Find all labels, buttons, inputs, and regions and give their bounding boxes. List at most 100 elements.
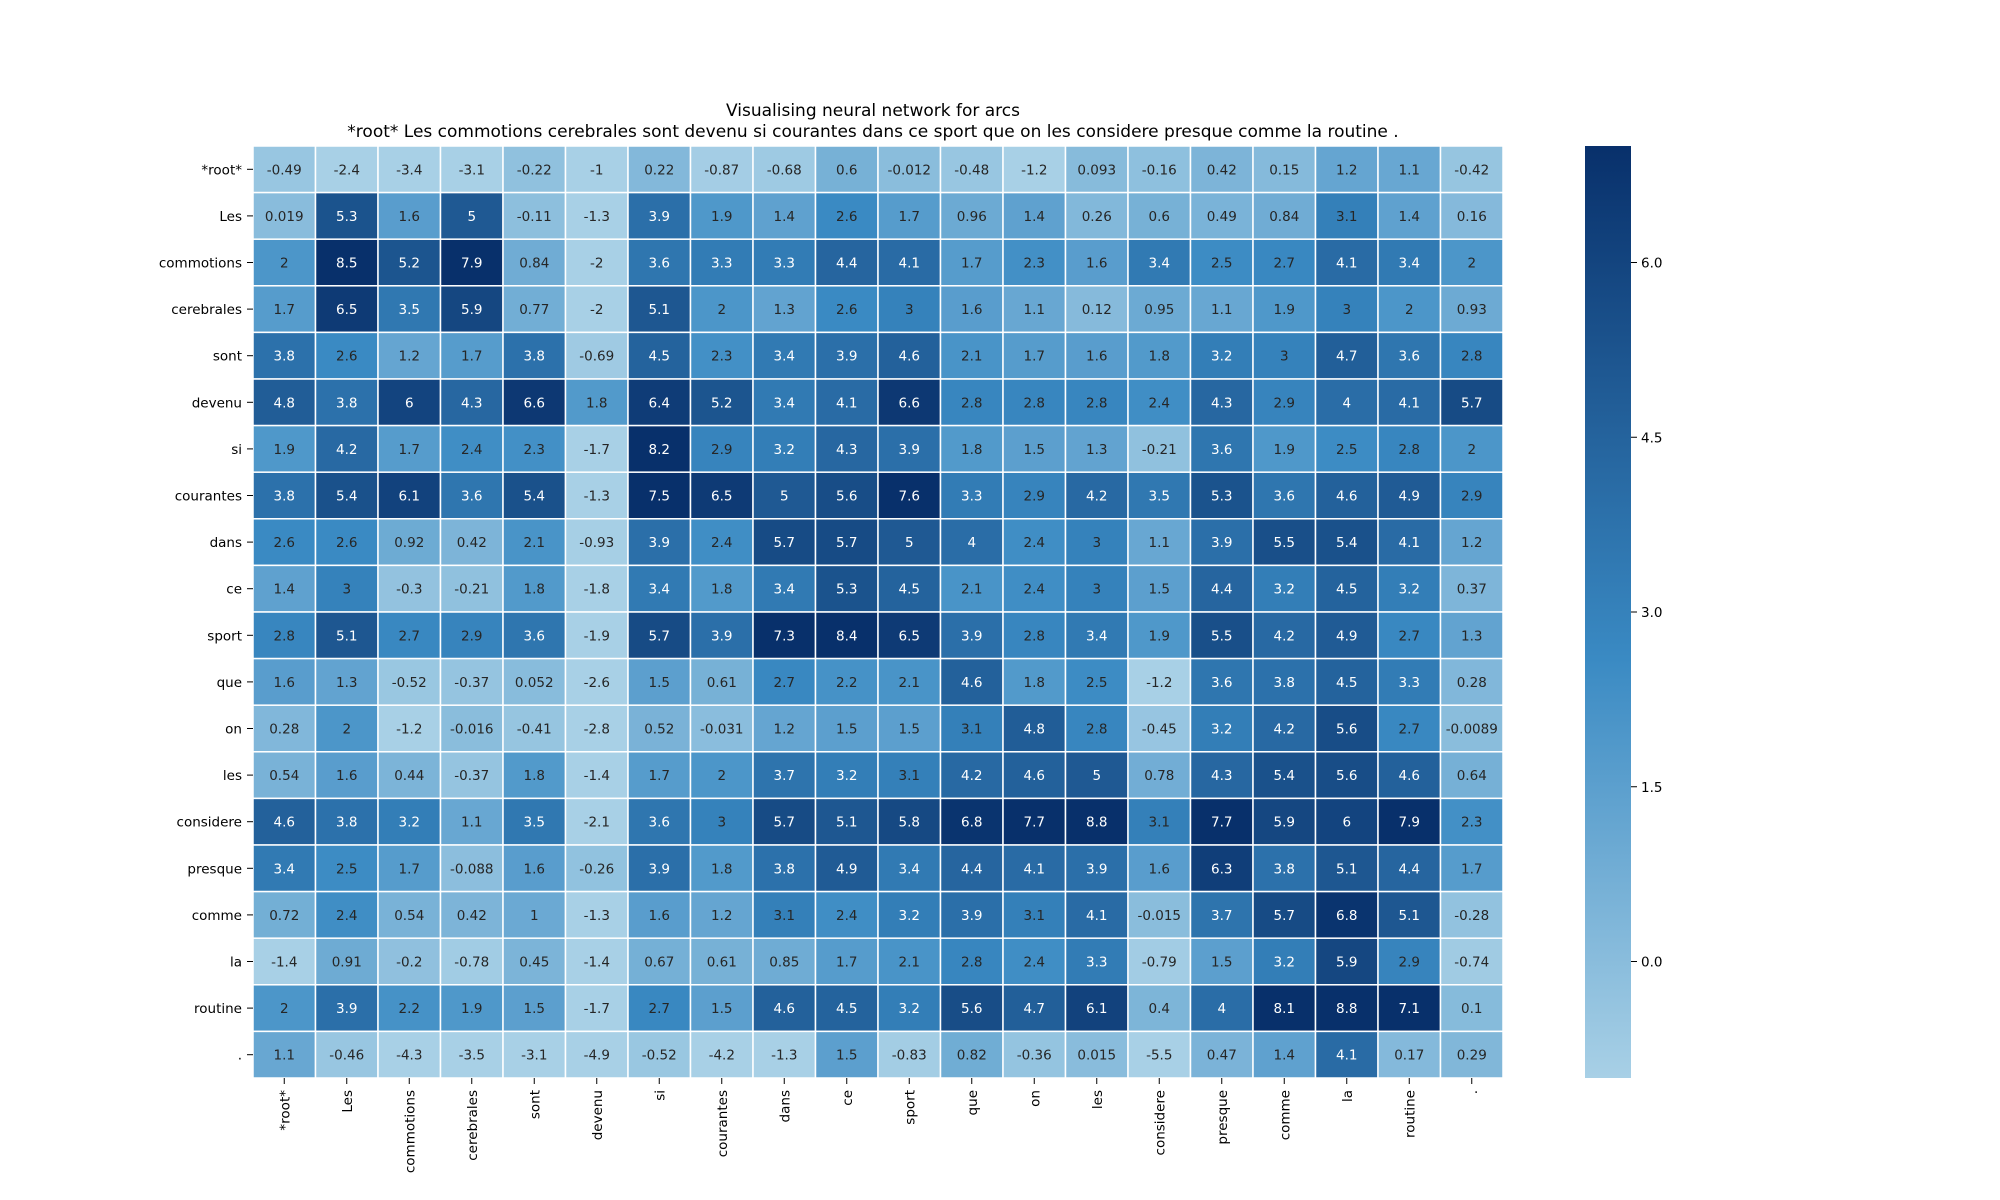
- heatmap-cell: [1189, 378, 1254, 427]
- heatmap-cell: [689, 378, 754, 427]
- y-tick-label: les: [223, 768, 242, 784]
- cell-value-label: 5: [780, 489, 789, 505]
- cell-value-label: 0.84: [1269, 209, 1299, 225]
- cell-value-label: -0.52: [392, 675, 427, 691]
- heatmap-cell: [752, 191, 817, 240]
- heatmap-cell: [689, 890, 754, 939]
- heatmap-cell: [1064, 657, 1129, 706]
- y-tick-label: courantes: [175, 489, 242, 505]
- y-tick-label: *root*: [201, 162, 242, 178]
- cell-value-label: 3.2: [1399, 582, 1420, 598]
- colorbar-gradient: [1585, 146, 1631, 1078]
- y-tick-label: cerebrales: [171, 302, 242, 318]
- heatmap-cell: [877, 611, 942, 660]
- cell-value-label: 6.1: [1086, 1001, 1107, 1017]
- colorbar-tick-label: 6.0: [1641, 256, 1662, 272]
- heatmap-cell: [1377, 331, 1442, 380]
- cell-value-label: 2.1: [524, 535, 545, 551]
- cell-value-label: 1.7: [461, 349, 482, 365]
- heatmap-cell: [1127, 238, 1192, 287]
- cell-value-label: 1.3: [1086, 442, 1107, 458]
- cell-value-label: 2.5: [1086, 675, 1107, 691]
- cell-value-label: 4.5: [649, 349, 670, 365]
- cell-value-label: 0.6: [836, 162, 857, 178]
- heatmap-cell: [1189, 564, 1254, 613]
- cell-value-label: 1.3: [774, 302, 795, 318]
- heatmap-cell: [752, 937, 817, 986]
- heatmap-cell: [877, 331, 942, 380]
- cell-value-label: 0.82: [957, 1048, 987, 1064]
- cell-value-label: 5: [467, 209, 476, 225]
- x-tick-label: devenu: [590, 1090, 606, 1140]
- cell-value-label: 4.1: [1399, 535, 1420, 551]
- cell-value-label: 0.4: [1149, 1001, 1170, 1017]
- cell-value-label: -3.1: [521, 1048, 547, 1064]
- cell-value-label: 4.2: [1274, 722, 1295, 738]
- cell-value-label: -0.45: [1142, 722, 1177, 738]
- cell-value-label: 2.6: [336, 535, 357, 551]
- cell-value-label: 2.4: [461, 442, 482, 458]
- heatmap-cell: [1377, 564, 1442, 613]
- cell-value-label: 1.7: [274, 302, 295, 318]
- heatmap-cell: [439, 378, 504, 427]
- heatmap-cell: [1439, 937, 1504, 986]
- cell-value-label: 3.9: [961, 908, 982, 924]
- heatmap-cell: [939, 937, 1004, 986]
- heatmap-cell: [314, 378, 379, 427]
- cell-value-label: 2.3: [711, 349, 732, 365]
- heatmap-cell: [939, 611, 1004, 660]
- heatmap-cell: [1189, 191, 1254, 240]
- cell-value-label: 2.8: [1461, 349, 1482, 365]
- heatmap-cell: [627, 704, 692, 753]
- cell-value-label: 0.26: [1082, 209, 1112, 225]
- heatmap-cell: [814, 471, 879, 520]
- cell-value-label: 4.5: [836, 1001, 857, 1017]
- cell-value-label: 1.6: [649, 908, 670, 924]
- cell-value-label: 0.17: [1394, 1048, 1424, 1064]
- heatmap-cell: [252, 518, 317, 567]
- cell-value-label: 0.77: [519, 302, 549, 318]
- heatmap-cell: [439, 285, 504, 334]
- cell-value-label: 7.7: [1211, 815, 1232, 831]
- x-tick-label: la: [1340, 1090, 1356, 1102]
- cell-value-label: 1.2: [774, 722, 795, 738]
- heatmap-cell: [1127, 751, 1192, 800]
- cell-value-label: -0.46: [329, 1048, 364, 1064]
- heatmap-cell: [1064, 145, 1129, 194]
- cell-value-label: 5.6: [1336, 722, 1357, 738]
- heatmap-cell: [502, 797, 567, 846]
- cell-value-label: -1.4: [584, 768, 610, 784]
- heatmap-cell: [502, 471, 567, 520]
- x-tick-label: .: [1465, 1090, 1481, 1094]
- cell-value-label: -0.21: [1142, 442, 1177, 458]
- cell-value-label: -2.6: [584, 675, 610, 691]
- cell-value-label: -0.48: [954, 162, 989, 178]
- cell-value-label: 3.5: [1149, 489, 1170, 505]
- cell-value-label: 1.4: [274, 582, 295, 598]
- cell-value-label: 4.5: [1336, 582, 1357, 598]
- cell-value-label: -0.0089: [1446, 722, 1498, 738]
- heatmap-cell: [1439, 331, 1504, 380]
- heatmap-cell: [1064, 564, 1129, 613]
- cell-value-label: 1.7: [899, 209, 920, 225]
- cell-value-label: 3.2: [899, 1001, 920, 1017]
- heatmap-cell: [1189, 611, 1254, 660]
- cell-value-label: 1.8: [711, 582, 732, 598]
- cell-value-label: 6.3: [1211, 861, 1232, 877]
- cell-value-label: 3.9: [711, 628, 732, 644]
- cell-value-label: 3.2: [899, 908, 920, 924]
- heatmap-cell: [877, 191, 942, 240]
- cell-value-label: -1: [590, 162, 603, 178]
- cell-value-label: 0.44: [394, 768, 424, 784]
- cell-value-label: -2.4: [334, 162, 360, 178]
- cell-value-label: -1.3: [584, 209, 610, 225]
- cell-value-label: 6.5: [899, 628, 920, 644]
- colorbar-tick-label: 0.0: [1641, 955, 1662, 971]
- cell-value-label: 4.1: [1336, 1048, 1357, 1064]
- cell-value-label: 0.91: [332, 955, 362, 971]
- cell-value-label: -0.37: [454, 768, 489, 784]
- cell-value-label: 2.4: [1149, 395, 1170, 411]
- heatmap-cell: [1439, 471, 1504, 520]
- cell-value-label: 0.6: [1149, 209, 1170, 225]
- heatmap-cell: [814, 238, 879, 287]
